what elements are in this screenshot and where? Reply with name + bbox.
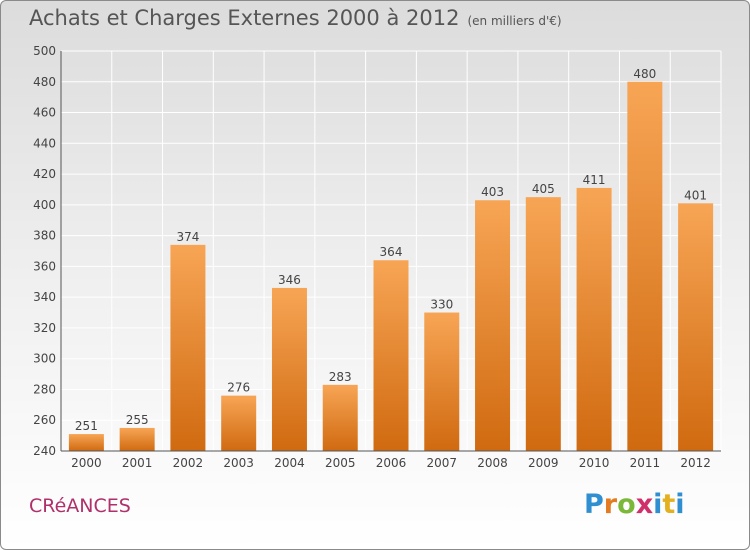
x-tick-label: 2010	[579, 456, 610, 470]
x-tick-label: 2008	[477, 456, 508, 470]
data-label: 405	[532, 182, 555, 196]
bar	[576, 187, 612, 451]
chart-title-text: Achats et Charges Externes 2000 à 2012	[29, 6, 460, 30]
chart-title: Achats et Charges Externes 2000 à 2012 (e…	[29, 6, 562, 30]
data-label: 401	[684, 188, 707, 202]
bar	[678, 203, 714, 451]
y-tick-label: 440	[33, 136, 56, 150]
y-tick-label: 320	[33, 321, 56, 335]
y-tick-label: 260	[33, 413, 56, 427]
data-label: 283	[329, 370, 352, 384]
data-label: 374	[176, 230, 199, 244]
bar	[68, 434, 104, 451]
x-tick-label: 2001	[122, 456, 153, 470]
y-tick-label: 480	[33, 75, 56, 89]
data-label: 346	[278, 273, 301, 287]
x-tick-label: 2006	[376, 456, 407, 470]
axes	[60, 51, 721, 452]
y-tick-label: 360	[33, 259, 56, 273]
x-tick-label: 2011	[630, 456, 661, 470]
bar	[525, 197, 561, 451]
bar	[322, 384, 358, 451]
x-tick-label: 2000	[71, 456, 102, 470]
y-tick-label: 380	[33, 229, 56, 243]
data-label: 403	[481, 185, 504, 199]
bar	[221, 395, 257, 451]
data-label: 255	[126, 413, 149, 427]
bar	[475, 200, 511, 451]
place-name: CRéANCES	[29, 495, 131, 517]
data-label: 330	[430, 298, 453, 312]
bar	[373, 260, 409, 451]
y-tick-label: 240	[33, 444, 56, 458]
bar	[271, 287, 307, 451]
bar	[170, 244, 206, 451]
x-tick-label: 2007	[426, 456, 457, 470]
y-tick-label: 280	[33, 382, 56, 396]
y-tick-label: 500	[33, 44, 56, 58]
brand-logo: Proxiti	[584, 489, 685, 520]
data-label: 480	[633, 67, 656, 81]
data-label: 276	[227, 381, 250, 395]
x-tick-label: 2004	[274, 456, 305, 470]
data-label: 251	[75, 419, 98, 433]
x-tick-label: 2012	[680, 456, 711, 470]
x-tick-label: 2002	[173, 456, 204, 470]
labels: 240 260 280 300 320 340 360 380 400 420 440 460 480 5…	[33, 44, 711, 470]
y-tick-label: 420	[33, 167, 56, 181]
y-tick-label: 460	[33, 106, 56, 120]
x-tick-label: 2005	[325, 456, 356, 470]
chart-subtitle: (en milliers d'€)	[467, 14, 562, 28]
bar	[424, 312, 460, 451]
bars	[68, 81, 714, 452]
data-label: 411	[583, 173, 606, 187]
y-tick-label: 300	[33, 352, 56, 366]
y-tick-label: 340	[33, 290, 56, 304]
y-tick-label: 400	[33, 198, 56, 212]
bar	[119, 427, 155, 451]
x-tick-label: 2009	[528, 456, 559, 470]
data-label: 364	[380, 245, 403, 259]
bar	[627, 81, 663, 452]
x-tick-label: 2003	[223, 456, 254, 470]
